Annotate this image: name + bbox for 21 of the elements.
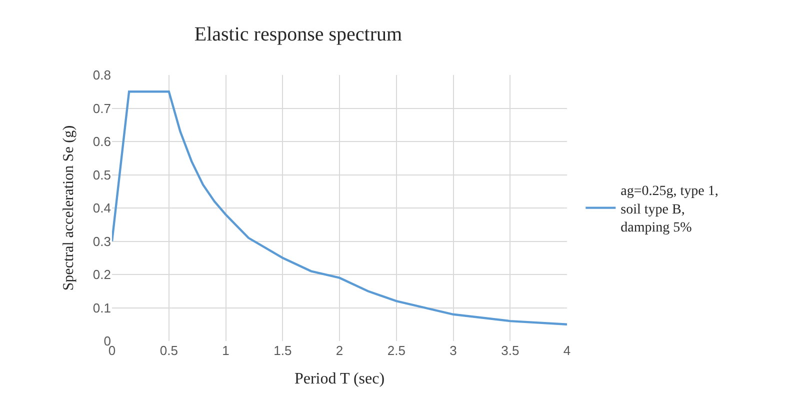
y-axis-title: Spectral acceleration Se (g) bbox=[61, 125, 78, 291]
y-tick-label: 0.6 bbox=[92, 134, 111, 150]
y-tick-label: 0.3 bbox=[92, 234, 111, 249]
y-tick-label: 0.2 bbox=[92, 267, 111, 282]
x-tick-label: 2 bbox=[336, 343, 344, 358]
x-tick-label: 3.5 bbox=[501, 343, 520, 358]
line-series bbox=[112, 90, 567, 326]
x-tick-label: 4 bbox=[563, 343, 571, 358]
x-tick-label: 2.5 bbox=[387, 343, 406, 358]
x-tick-label: 0.5 bbox=[160, 343, 178, 358]
chart-title: Elastic response spectrum bbox=[194, 24, 403, 46]
y-tick-label: 0.5 bbox=[92, 167, 111, 182]
y-tick-label: 0.4 bbox=[92, 200, 111, 216]
y-tick-label: 0.8 bbox=[92, 68, 111, 83]
y-tick-label: 0.1 bbox=[92, 300, 111, 316]
y-tick-label: 0.7 bbox=[92, 100, 111, 116]
x-axis-title: Period T (sec) bbox=[294, 370, 385, 388]
x-tick-label: 3 bbox=[450, 343, 457, 358]
legend-label: ag=0.25g, type 1, soil type B, damping 5% bbox=[620, 184, 718, 236]
x-tick-label: 1 bbox=[222, 343, 230, 358]
x-tick-label: 1.5 bbox=[274, 343, 292, 358]
